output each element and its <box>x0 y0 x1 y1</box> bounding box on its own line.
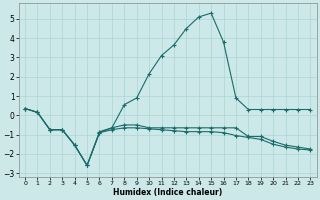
X-axis label: Humidex (Indice chaleur): Humidex (Indice chaleur) <box>113 188 222 197</box>
